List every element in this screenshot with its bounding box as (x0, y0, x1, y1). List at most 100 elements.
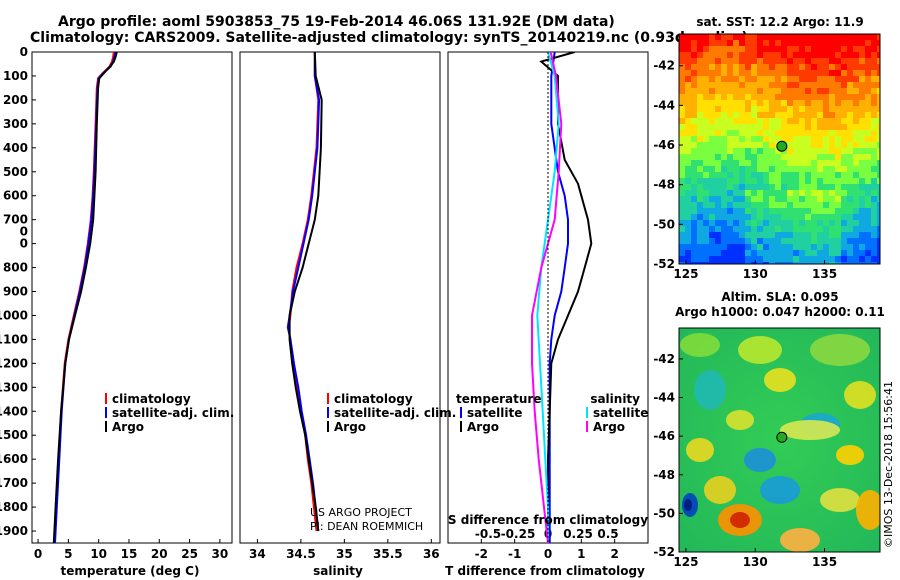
sst-cell (745, 190, 751, 196)
sst-cell (763, 88, 769, 94)
sst-cell (847, 232, 853, 238)
sst-cell (715, 154, 721, 160)
sst-cell (859, 220, 865, 226)
sst-cell (769, 184, 775, 190)
sst-cell (775, 190, 781, 196)
sst-cell (805, 154, 811, 160)
sst-cell (757, 226, 763, 232)
sst-cell (703, 184, 709, 190)
sst-cell (829, 196, 835, 202)
sst-cell (739, 238, 745, 244)
sst-cell (847, 166, 853, 172)
sst-cell (847, 154, 853, 160)
sst-cell (853, 238, 859, 244)
s-diff-tick-label: 0.25 (563, 527, 593, 541)
sst-cell (787, 160, 793, 166)
sst-cell (769, 178, 775, 184)
sst-cell (763, 76, 769, 82)
sst-cell (769, 148, 775, 154)
sst-cell (859, 154, 865, 160)
sla-blob (744, 448, 776, 472)
sst-cell (781, 124, 787, 130)
depth-tick-label: 0 (20, 225, 28, 239)
sst-cell (691, 250, 697, 256)
sst-cell (697, 142, 703, 148)
sst-cell (817, 262, 823, 264)
sst-cell (733, 262, 739, 264)
sst-cell (859, 34, 865, 40)
sst-cell (805, 82, 811, 88)
sst-cell (775, 238, 781, 244)
sst-cell (757, 256, 763, 262)
sst-cell (727, 142, 733, 148)
sst-cell (853, 214, 859, 220)
project-note: US ARGO PROJECT (310, 506, 412, 519)
sst-cell (721, 190, 727, 196)
sst-cell (721, 82, 727, 88)
sst-cell (877, 34, 880, 40)
sst-cell (769, 244, 775, 250)
sst-cell (751, 214, 757, 220)
sst-cell (709, 250, 715, 256)
sst-cell (715, 178, 721, 184)
sst-cell (853, 100, 859, 106)
sst-cell (745, 82, 751, 88)
sst-cell (829, 142, 835, 148)
sst-cell (817, 232, 823, 238)
sst-cell (811, 64, 817, 70)
sst-cell (805, 112, 811, 118)
sst-cell (847, 262, 853, 264)
sst-cell (769, 250, 775, 256)
sst-cell (853, 88, 859, 94)
sst-cell (847, 88, 853, 94)
sst-cell (697, 94, 703, 100)
sst-cell (877, 250, 880, 256)
sst-cell (721, 226, 727, 232)
sst-cell (835, 52, 841, 58)
sst-cell (679, 160, 685, 166)
sst-cell (769, 238, 775, 244)
sst-cell (787, 118, 793, 124)
sst-cell (859, 124, 865, 130)
sst-cell (751, 166, 757, 172)
sst-cell (697, 196, 703, 202)
sst-cell (769, 40, 775, 46)
sst-cell (817, 196, 823, 202)
sst-cell (871, 190, 877, 196)
sst-cell (769, 124, 775, 130)
sst-cell (787, 178, 793, 184)
sst-cell (745, 76, 751, 82)
sst-cell (775, 112, 781, 118)
sst-cell (829, 160, 835, 166)
sst-cell (847, 52, 853, 58)
sst-cell (775, 226, 781, 232)
legend-argo-label: Argo (112, 420, 144, 434)
sst-cell (733, 184, 739, 190)
sst-cell (691, 88, 697, 94)
sst-cell (793, 202, 799, 208)
sst-cell (829, 226, 835, 232)
sst-cell (727, 76, 733, 82)
sst-cell (733, 82, 739, 88)
depth-tick-label: 800 (3, 261, 28, 275)
sst-cell (727, 130, 733, 136)
sst-cell (679, 214, 685, 220)
sst-cell (865, 70, 871, 76)
sst-cell (703, 160, 709, 166)
sst-cell (733, 190, 739, 196)
salinity-xlabel: salinity (313, 564, 363, 578)
sst-cell (679, 184, 685, 190)
sst-cell (829, 208, 835, 214)
sst-cell (691, 70, 697, 76)
sst-cell (709, 202, 715, 208)
sst-cell (811, 214, 817, 220)
sst-cell (787, 142, 793, 148)
sst-cell (853, 256, 859, 262)
sst-cell (775, 130, 781, 136)
sst-cell (745, 196, 751, 202)
sst-cell (691, 178, 697, 184)
sst-cell (703, 52, 709, 58)
sst-cell (769, 208, 775, 214)
sst-cell (727, 196, 733, 202)
sst-cell (769, 64, 775, 70)
